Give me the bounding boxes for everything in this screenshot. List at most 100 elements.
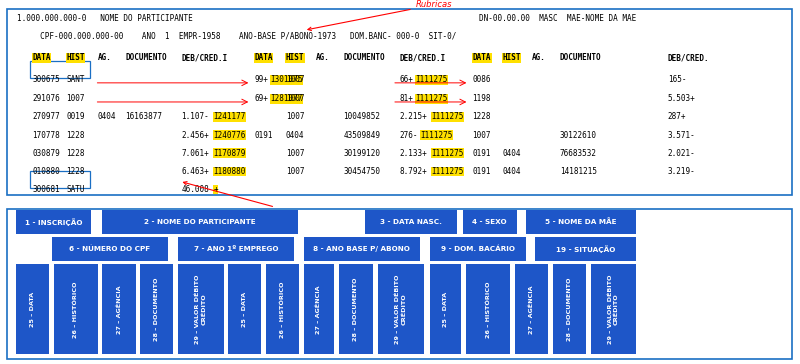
FancyBboxPatch shape (16, 264, 49, 354)
Text: 1228: 1228 (66, 149, 85, 158)
Text: 30199120: 30199120 (343, 149, 380, 158)
Text: 0404: 0404 (98, 112, 116, 122)
Text: 0191: 0191 (473, 167, 491, 176)
Text: 0404: 0404 (286, 131, 304, 140)
Text: HIST: HIST (66, 53, 85, 62)
Text: 0404: 0404 (502, 167, 521, 176)
Text: 270977: 270977 (32, 112, 60, 122)
Text: 6.463+: 6.463+ (181, 167, 209, 176)
FancyBboxPatch shape (304, 264, 334, 354)
Text: 1228: 1228 (66, 167, 85, 176)
Text: I281077: I281077 (270, 94, 303, 103)
Text: 0191: 0191 (473, 149, 491, 158)
Text: +: + (214, 185, 218, 194)
Text: 0086: 0086 (473, 75, 491, 84)
Text: 4 - SEXO: 4 - SEXO (473, 219, 507, 225)
FancyBboxPatch shape (466, 264, 510, 354)
Text: 5 - NOME DA MÃE: 5 - NOME DA MÃE (546, 218, 617, 225)
FancyBboxPatch shape (553, 264, 586, 354)
Text: 276-: 276- (399, 131, 418, 140)
Text: 43509849: 43509849 (343, 131, 380, 140)
FancyBboxPatch shape (338, 264, 374, 354)
Text: 66+: 66+ (399, 75, 413, 84)
FancyBboxPatch shape (7, 9, 792, 195)
Text: 1007: 1007 (286, 149, 304, 158)
Text: 1.107-: 1.107- (181, 112, 209, 122)
Text: 287+: 287+ (668, 112, 686, 122)
Text: 300681: 300681 (32, 185, 60, 194)
FancyBboxPatch shape (52, 237, 168, 261)
Text: 1228: 1228 (66, 131, 85, 140)
Text: DEB/CRED.: DEB/CRED. (668, 53, 710, 62)
Text: 25 – DATA: 25 – DATA (242, 292, 247, 327)
Text: 1198: 1198 (473, 94, 491, 103)
Text: 1 - INSCRIÇÃO: 1 - INSCRIÇÃO (25, 218, 82, 226)
FancyBboxPatch shape (178, 237, 294, 261)
Text: 030879: 030879 (32, 149, 60, 158)
Text: 0404: 0404 (502, 149, 521, 158)
Text: 29 – VALOR DÉBITO
CRÉDITO: 29 – VALOR DÉBITO CRÉDITO (608, 274, 618, 344)
FancyBboxPatch shape (590, 264, 636, 354)
FancyBboxPatch shape (515, 264, 548, 354)
Text: I301075: I301075 (270, 75, 303, 84)
Text: AG.: AG. (98, 53, 111, 62)
Text: 26 – HISTÓRICO: 26 – HISTÓRICO (486, 281, 490, 337)
FancyBboxPatch shape (102, 210, 298, 234)
Text: 3.219-: 3.219- (668, 167, 695, 176)
Text: CPF-000.000.000-00    ANO  1  EMPR-1958    ANO-BASE P/ABONO-1973   DOM.BANC- 000: CPF-000.000.000-00 ANO 1 EMPR-1958 ANO-B… (17, 31, 456, 40)
Text: 81+: 81+ (399, 94, 413, 103)
Text: 170778: 170778 (32, 131, 60, 140)
Text: 0019: 0019 (66, 112, 85, 122)
Text: DEB/CRED.I: DEB/CRED.I (181, 53, 227, 62)
Text: 1.000.000.000-0   NOME DO PARTICIPANTE: 1.000.000.000-0 NOME DO PARTICIPANTE (17, 14, 192, 23)
Text: 0191: 0191 (254, 131, 273, 140)
Text: SATU: SATU (66, 185, 85, 194)
FancyBboxPatch shape (266, 264, 299, 354)
FancyBboxPatch shape (16, 210, 91, 234)
Text: I111275: I111275 (421, 131, 453, 140)
Text: I111275: I111275 (431, 149, 464, 158)
Text: DEB/CRED.I: DEB/CRED.I (399, 53, 446, 62)
FancyBboxPatch shape (430, 264, 462, 354)
Text: 1007: 1007 (286, 75, 304, 84)
FancyBboxPatch shape (535, 237, 636, 261)
Text: 29 – VALOR DÉBITO
CRÉDITO: 29 – VALOR DÉBITO CRÉDITO (195, 274, 206, 344)
Text: DN-00.00.00  MASC  MAE-NOME DA MAE: DN-00.00.00 MASC MAE-NOME DA MAE (478, 14, 636, 23)
Text: 2.133+: 2.133+ (399, 149, 427, 158)
Text: 25 – DATA: 25 – DATA (443, 292, 448, 327)
Text: 1007: 1007 (286, 94, 304, 103)
Text: 8.792+: 8.792+ (399, 167, 427, 176)
Text: 2 - NOME DO PARTICIPANTE: 2 - NOME DO PARTICIPANTE (144, 219, 256, 225)
Text: 27 – AGÊNCIA: 27 – AGÊNCIA (529, 285, 534, 333)
Text: DATA: DATA (32, 53, 51, 62)
Text: 2.215+: 2.215+ (399, 112, 427, 122)
Text: HIST: HIST (502, 53, 521, 62)
Text: 28 – DOCUMENTO: 28 – DOCUMENTO (154, 278, 159, 341)
Text: DATA: DATA (254, 53, 273, 62)
FancyBboxPatch shape (140, 264, 174, 354)
Text: DOCUMENTO: DOCUMENTO (560, 53, 602, 62)
Text: 5.503+: 5.503+ (668, 94, 695, 103)
Text: 30122610: 30122610 (560, 131, 597, 140)
Text: Rubricas: Rubricas (308, 0, 452, 31)
Text: 010880: 010880 (32, 167, 60, 176)
Text: HIST: HIST (286, 53, 304, 62)
Text: 165-: 165- (668, 75, 686, 84)
Text: 8 - ANO BASE P/ ABONO: 8 - ANO BASE P/ ABONO (314, 246, 410, 252)
Text: 28 – DOCUMENTO: 28 – DOCUMENTO (354, 278, 358, 341)
FancyBboxPatch shape (430, 237, 526, 261)
FancyBboxPatch shape (102, 264, 135, 354)
Text: 27 – AGÊNCIA: 27 – AGÊNCIA (117, 285, 122, 333)
FancyBboxPatch shape (526, 210, 636, 234)
Text: 29 – VALOR DÉBITO
CRÉDITO: 29 – VALOR DÉBITO CRÉDITO (395, 274, 406, 344)
Text: I111275: I111275 (415, 94, 448, 103)
FancyBboxPatch shape (378, 264, 424, 354)
Text: 27 – AGÊNCIA: 27 – AGÊNCIA (316, 285, 322, 333)
FancyBboxPatch shape (54, 264, 98, 354)
Text: 2.456+: 2.456+ (181, 131, 209, 140)
Text: 1228: 1228 (473, 112, 491, 122)
FancyBboxPatch shape (228, 264, 262, 354)
Text: 9 - DOM. BACÁRIO: 9 - DOM. BACÁRIO (441, 246, 515, 252)
Text: 3 - DATA NASC.: 3 - DATA NASC. (380, 219, 442, 225)
Text: AG.: AG. (532, 53, 546, 62)
